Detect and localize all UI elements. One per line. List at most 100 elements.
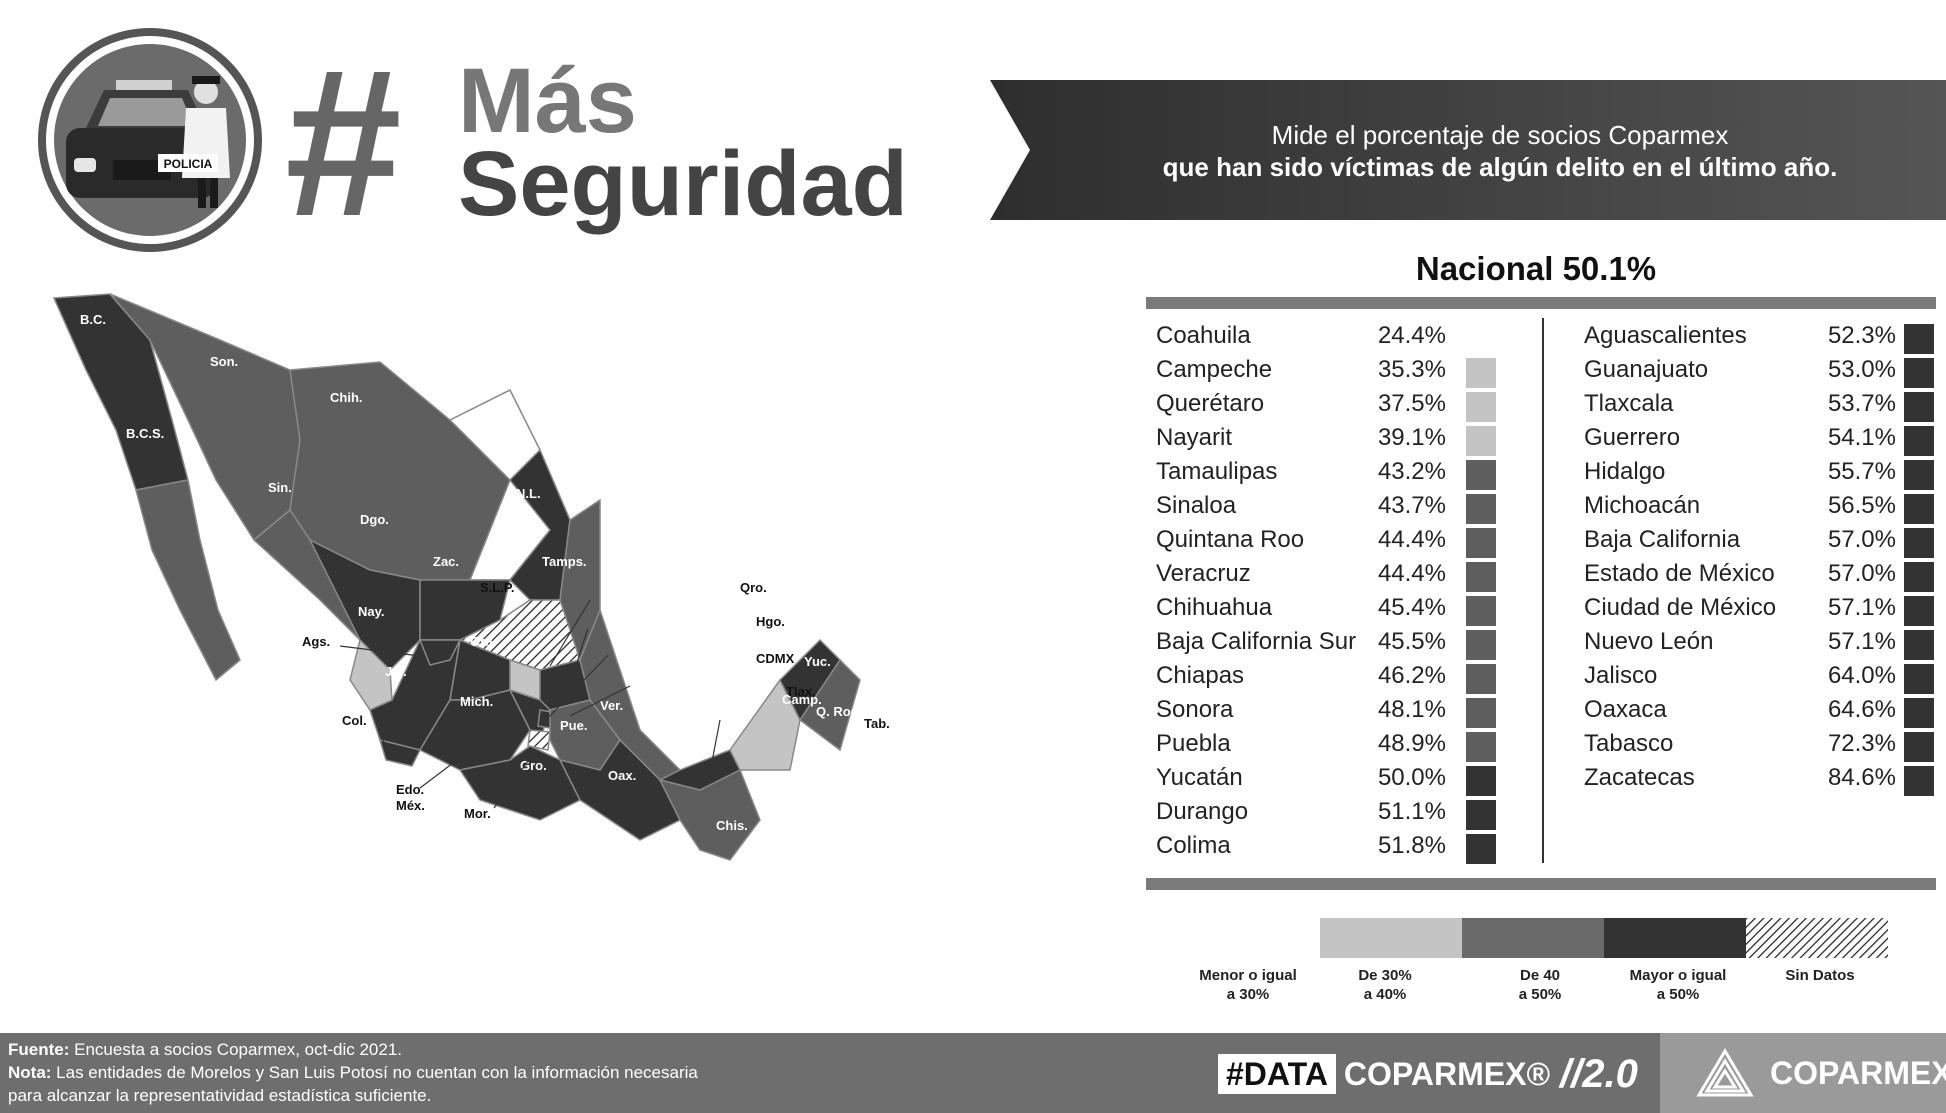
state-color-chip	[1904, 324, 1934, 354]
state-color-chip	[1904, 732, 1934, 762]
state-percentage: 57.1%	[1827, 594, 1896, 621]
map-label-tlax: Tlax.	[786, 684, 816, 699]
state-row: Baja California Sur 45.5%	[1156, 628, 1500, 662]
state-row: Oaxaca 64.6%	[1584, 696, 1938, 730]
state-row: Campeche 35.3%	[1156, 356, 1500, 390]
state-row: Hidalgo 55.7%	[1584, 458, 1938, 492]
state-row: Durango 51.1%	[1156, 798, 1500, 832]
state-color-chip	[1466, 324, 1496, 354]
table-top-rule	[1146, 297, 1936, 309]
state-percentage: 24.4%	[1377, 322, 1446, 349]
state-row: Jalisco 64.0%	[1584, 662, 1938, 696]
column-divider	[1542, 318, 1544, 863]
map-label-pue: Pue.	[560, 718, 587, 733]
brand-data-tag: #DATA	[1218, 1054, 1336, 1094]
state-percentage: 84.6%	[1827, 764, 1896, 791]
state-color-chip	[1466, 630, 1496, 660]
state-color-chip	[1904, 562, 1934, 592]
coparmex-logo-icon	[1696, 1048, 1754, 1097]
state-color-chip	[1466, 596, 1496, 626]
map-label-cdmx: CDMX	[756, 651, 795, 666]
state-percentage: 46.2%	[1377, 662, 1446, 689]
map-label-qroo: Q. Roo.	[816, 704, 862, 719]
state-color-chip	[1466, 494, 1496, 524]
state-percentage: 48.1%	[1377, 696, 1446, 723]
state-row: Yucatán 50.0%	[1156, 764, 1500, 798]
state-color-chip	[1904, 460, 1934, 490]
state-color-chip	[1466, 766, 1496, 796]
state-color-chip	[1904, 630, 1934, 660]
footer-source: Fuente: Encuesta a socios Coparmex, oct-…	[8, 1040, 403, 1059]
state-name: Puebla	[1156, 730, 1231, 757]
state-name: Nuevo León	[1584, 628, 1714, 655]
state-name: Hidalgo	[1584, 458, 1666, 485]
state-color-chip	[1904, 358, 1934, 388]
footer-bar	[0, 1033, 1946, 1113]
state-percentage: 57.0%	[1827, 560, 1896, 587]
state-color-chip	[1904, 528, 1934, 558]
state-color-chip	[1904, 766, 1934, 796]
legend-swatch-no-data	[1746, 918, 1888, 958]
map-label-camp: Camp.	[782, 692, 822, 707]
state-color-chip	[1466, 426, 1496, 456]
national-summary: Nacional 50.1%	[1146, 250, 1946, 288]
state-row: Baja California 57.0%	[1584, 526, 1938, 560]
map-label-chih: Chih.	[330, 390, 363, 405]
state-name: Estado de México	[1584, 560, 1775, 587]
state-percentage: 52.3%	[1827, 322, 1896, 349]
state-name: Colima	[1156, 832, 1231, 859]
state-color-chip	[1904, 494, 1934, 524]
state-name: Baja California Sur	[1156, 628, 1357, 655]
police-badge-logo: POLICIA	[38, 28, 262, 252]
page-title-line1: Más	[458, 50, 637, 152]
state-percentage: 50.0%	[1377, 764, 1446, 791]
map-label-slp: S.L.P.	[480, 580, 514, 595]
brand-coparmex-text: COPARMEX®	[1343, 1055, 1551, 1092]
state-percentage: 45.5%	[1377, 628, 1446, 655]
legend-label-mid-low: De 30% a 40%	[1358, 967, 1412, 1003]
map-label-zac: Zac.	[433, 554, 459, 569]
state-row: Chihuahua 45.4%	[1156, 594, 1500, 628]
state-name: Guerrero	[1584, 424, 1681, 451]
state-ags	[418, 639, 462, 666]
state-name: Sonora	[1156, 696, 1234, 723]
state-color-chip	[1466, 834, 1496, 864]
map-label-nl: N.L.	[516, 486, 541, 501]
state-color-chip	[1466, 698, 1496, 728]
description-banner	[990, 80, 1946, 220]
state-percentage: 37.5%	[1377, 390, 1446, 417]
map-label-edomex-2: Méx.	[396, 798, 425, 813]
map-label-edomex-1: Edo.	[396, 782, 424, 797]
state-row: Zacatecas 84.6%	[1584, 764, 1938, 798]
banner-line2: que han sido víctimas de algún delito en…	[1162, 152, 1838, 182]
map-label-dgo: Dgo.	[360, 512, 389, 527]
state-row: Michoacán 56.5%	[1584, 492, 1938, 526]
state-name: Michoacán	[1584, 492, 1701, 519]
legend-label-low: Menor o igual a 30%	[1199, 967, 1297, 1003]
map-label-oax: Oax.	[608, 768, 636, 783]
state-row: Quintana Roo 44.4%	[1156, 526, 1500, 560]
state-name: Durango	[1156, 798, 1249, 825]
state-percentage: 51.1%	[1377, 798, 1446, 825]
state-percentage: 64.0%	[1827, 662, 1896, 689]
state-row: Querétaro 37.5%	[1156, 390, 1500, 424]
state-percentage: 44.4%	[1377, 526, 1446, 553]
state-row: Veracruz 44.4%	[1156, 560, 1500, 594]
state-percentage: 43.7%	[1377, 492, 1446, 519]
state-row: Nuevo León 57.1%	[1584, 628, 1938, 662]
state-row: Chiapas 46.2%	[1156, 662, 1500, 696]
state-name: Baja California	[1584, 526, 1741, 553]
footer-note: Nota: Las entidades de Morelos y San Lui…	[8, 1063, 698, 1082]
state-row: Nayarit 39.1%	[1156, 424, 1500, 458]
footer-logo-panel	[1660, 1033, 1946, 1113]
banner-line1: Mide el porcentaje de socios Coparmex	[1271, 120, 1729, 150]
map-label-gro: Gro.	[520, 758, 547, 773]
state-percentage: 45.4%	[1377, 594, 1446, 621]
map-label-mor: Mor.	[464, 806, 491, 821]
state-name: Ciudad de México	[1584, 594, 1777, 621]
state-row: Sonora 48.1%	[1156, 696, 1500, 730]
state-bcs	[135, 479, 241, 682]
state-percentage: 64.6%	[1827, 696, 1896, 723]
state-name: Yucatán	[1156, 764, 1243, 791]
legend-swatch-high	[1604, 918, 1746, 958]
